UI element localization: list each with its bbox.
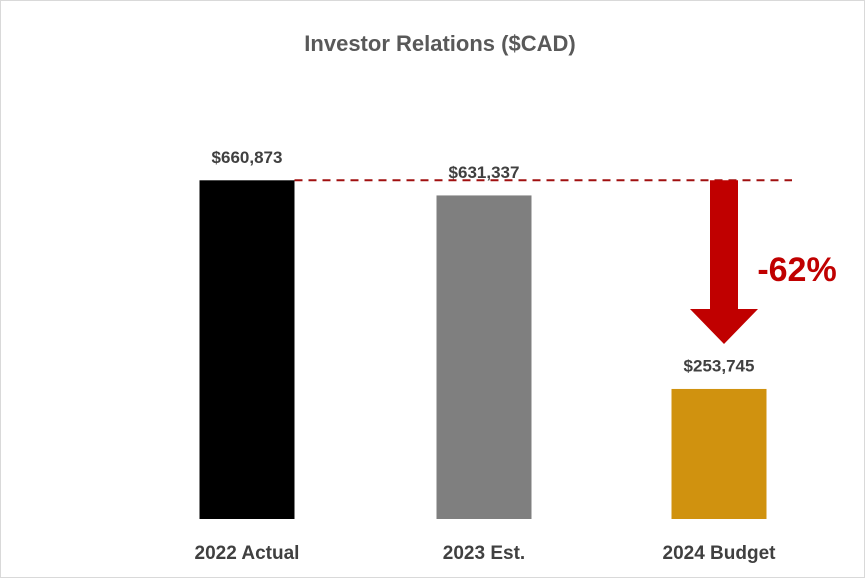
chart-title: Investor Relations ($CAD): [304, 31, 575, 56]
x-tick-label: 2024 Budget: [663, 543, 777, 564]
bar: [436, 195, 532, 519]
value-label: $253,745: [684, 356, 755, 375]
bar: [671, 388, 767, 519]
value-label: $660,873: [212, 148, 283, 167]
x-tick-label: 2022 Actual: [195, 543, 300, 564]
decline-arrow: [690, 180, 758, 344]
bar: [199, 180, 295, 519]
x-tick-label: 2023 Est.: [443, 543, 525, 564]
value-label: $631,337: [449, 163, 520, 182]
change-annotation: -62%: [757, 251, 836, 289]
